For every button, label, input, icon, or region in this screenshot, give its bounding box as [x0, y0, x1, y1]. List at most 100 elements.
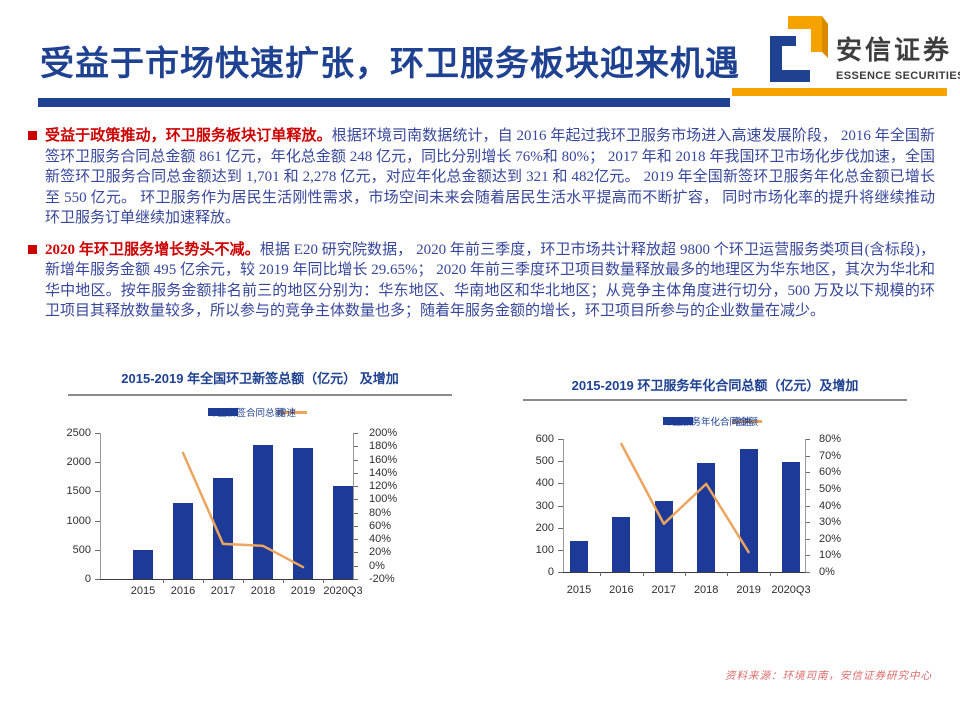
legend-line-swatch-icon [277, 410, 307, 414]
y-axis-label-right: 40% [369, 533, 392, 546]
x-axis-line [563, 572, 805, 573]
chart-title-underline [68, 394, 452, 396]
y-axis-label-right: 70% [819, 449, 842, 462]
x-axis-tick [283, 579, 284, 583]
x-axis-label: 2019 [736, 584, 761, 596]
y-axis-label: 1500 [66, 485, 91, 498]
y-axis-tick [558, 483, 563, 485]
x-axis-label: 2020Q3 [771, 584, 811, 596]
x-axis-label: 2018 [693, 584, 719, 596]
legend-label: 增速 [732, 417, 752, 428]
bullet-paragraph-2: 2020 年环卫服务增长势头不减。根据 E20 研究院数据， 2020 年前三季… [28, 240, 935, 322]
x-axis-label: 2018 [250, 585, 276, 597]
y-axis-tick-right [805, 522, 810, 524]
y-axis-label-right: 200% [369, 427, 398, 439]
y-axis-tick-right [805, 455, 810, 457]
chart-new-signed-total: 2015-2019 年全国环卫新签总额（亿元） 及增加 环卫新签合同总额 增速 0 50… [60, 365, 460, 605]
y-axis-tick-right [805, 488, 810, 490]
x-axis-label: 2015 [130, 585, 156, 597]
chart-title: 2015-2019 环卫服务年化合同总额（亿元）及增加 [571, 378, 859, 393]
chart-title: 2015-2019 年全国环卫新签总额（亿元） 及增加 [121, 371, 399, 386]
bar-2015 [570, 540, 588, 572]
y-axis-label-right: 140% [369, 466, 398, 479]
y-axis-tick-right [353, 459, 358, 461]
legend-item: 环卫新签合同总额 [208, 408, 284, 419]
y-axis-label-right: 180% [369, 440, 398, 453]
y-axis-label-right: 10% [819, 549, 842, 562]
y-axis-label: 100 [535, 543, 554, 556]
x-axis-label: 2017 [210, 585, 236, 597]
y-axis-tick-right [353, 472, 358, 474]
bullet-lead-2: 2020 年环卫服务增长势头不减。 [45, 241, 260, 258]
y-axis-label-right: 80% [369, 506, 392, 519]
growth-line [181, 451, 305, 569]
y-axis-label: 500 [535, 455, 554, 468]
y-axis-tick [95, 433, 100, 434]
brand-name-en: ESSENCE SECURITIES [836, 70, 960, 82]
y-axis-label-right: 60% [369, 519, 392, 532]
bullet-square-icon [28, 131, 37, 140]
bar-2019 [739, 449, 758, 572]
y-axis-line-right [805, 439, 806, 572]
y-axis-tick [95, 491, 100, 493]
y-axis-tick [95, 462, 100, 464]
y-axis-tick-right [353, 552, 358, 554]
bullet-square-icon [28, 244, 37, 254]
legend-bar-swatch-icon [663, 417, 693, 425]
x-axis-line [100, 579, 353, 580]
y-axis-label: 200 [535, 521, 554, 534]
x-axis-label: 2020Q3 [323, 585, 363, 597]
y-axis-label-right: 0% [819, 566, 835, 578]
y-axis-tick-right [353, 579, 358, 580]
page-title: 受益于市场快速扩张，环卫服务板块迎来机遇 [40, 45, 740, 83]
y-axis-tick [95, 579, 100, 580]
x-axis-tick [243, 579, 244, 583]
y-axis-tick [95, 549, 100, 551]
chart-title-underline [523, 399, 907, 401]
legend-item: 增速 [732, 417, 767, 428]
y-axis-label-right: 50% [819, 482, 842, 495]
x-axis-tick [203, 579, 204, 583]
brand-wordmark: 安信证券 ESSENCE SECURITIES [836, 30, 960, 82]
y-axis-tick-right [805, 555, 810, 557]
y-axis-label-right: 40% [819, 499, 842, 512]
y-axis-tick [558, 505, 563, 507]
bar-2019 [293, 448, 313, 579]
y-axis-label: 0 [84, 573, 91, 585]
header-rule-orange [732, 88, 947, 96]
x-axis-tick [769, 572, 771, 576]
y-axis-label-right: 0% [369, 559, 385, 572]
x-axis-label: 2016 [609, 584, 634, 596]
y-axis-tick [558, 527, 563, 529]
y-axis-label: 0 [547, 566, 554, 578]
y-axis-label-right: -20% [369, 573, 395, 585]
y-axis-line-right [353, 433, 354, 579]
y-axis-tick [558, 461, 563, 463]
y-axis-label: 400 [535, 477, 554, 490]
y-axis-tick-right [805, 472, 810, 474]
y-axis-line [563, 439, 564, 572]
bar-2016 [173, 503, 193, 579]
y-axis-tick-right [353, 499, 358, 501]
brand-logo-icon [770, 16, 828, 82]
y-axis-label: 300 [535, 499, 554, 512]
y-axis-tick-right [353, 565, 358, 567]
source-note: 资料来源：环境司南，安信证券研究中心 [725, 671, 932, 682]
bar-2016 [612, 517, 631, 572]
y-axis-tick-right [805, 505, 810, 507]
legend-line-swatch-icon [732, 419, 762, 423]
y-axis-label-right: 120% [369, 480, 398, 493]
bullet-paragraph-1: 受益于政策推动，环卫服务板块订单释放。根据环境司南数据统计，自 2016 年起过… [28, 126, 935, 229]
y-axis-label-right: 20% [819, 532, 842, 545]
y-axis-tick [558, 572, 563, 573]
y-axis-tick-right [353, 446, 358, 448]
x-axis-tick [727, 572, 729, 576]
x-axis-tick [600, 572, 602, 576]
y-axis-tick-right [805, 439, 810, 440]
y-axis-tick-right [353, 433, 358, 434]
y-axis-tick [558, 439, 563, 440]
y-axis-label-right: 20% [369, 546, 392, 559]
legend-bar-swatch-icon [208, 408, 238, 416]
bullet-body-2: 根据 E20 研究院数据， 2020 年前三季度，环卫市场共计释放超 9800 … [45, 241, 936, 320]
